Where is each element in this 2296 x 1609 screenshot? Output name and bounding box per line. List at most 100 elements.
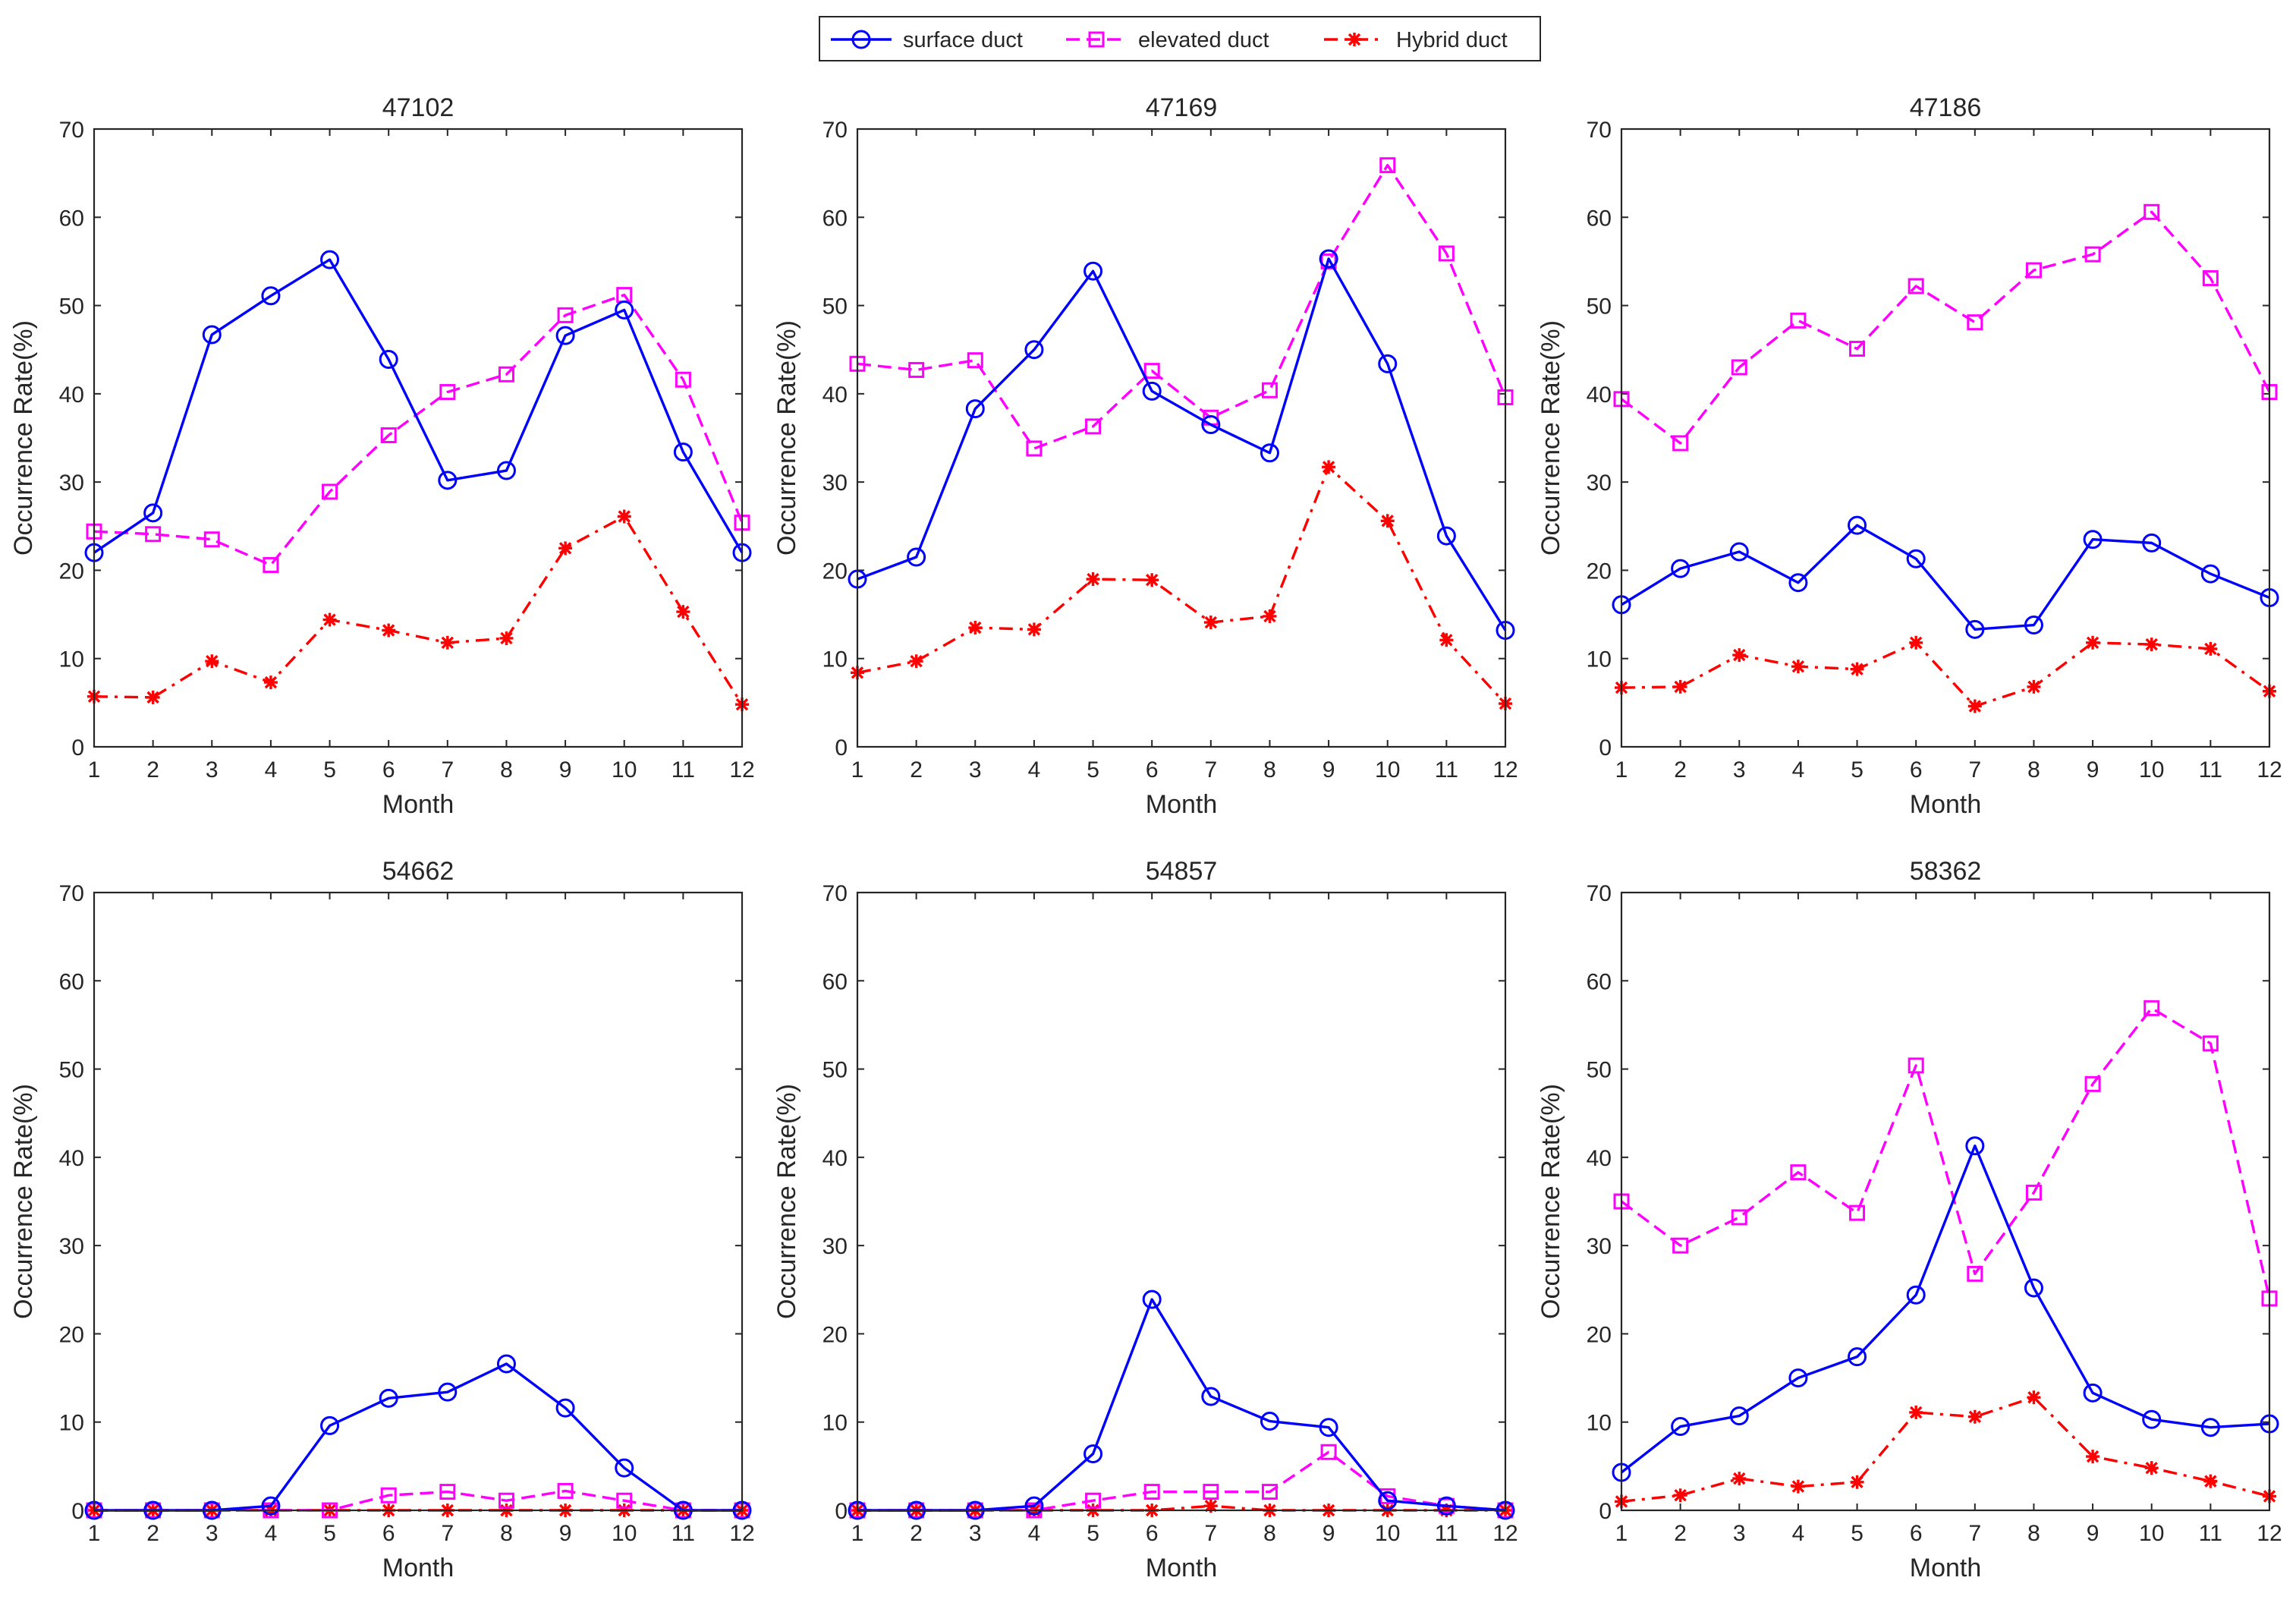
chart-58362-line-surface-duct (1620, 1145, 2270, 1474)
chart-47169-point-surface-duct-10 (1378, 354, 1398, 373)
chart-47169-point-elevated-duct-2 (908, 361, 925, 378)
chart-58362-point-hybrid-duct-10 (2144, 1461, 2159, 1475)
chart-54662-point-surface-duct-7 (438, 1382, 458, 1402)
chart-47102-point-hybrid-duct-2 (146, 690, 160, 704)
chart-47186-point-elevated-duct-9 (2084, 246, 2101, 263)
chart-47186-point-surface-duct-7 (1965, 619, 1985, 639)
chart-58362-xtick-label-2: 2 (1674, 1521, 1687, 1546)
chart-54857-point-elevated-duct-5 (1085, 1492, 1102, 1509)
chart-54857-point-surface-duct-8 (1260, 1412, 1279, 1431)
chart-47186-ylabel: Occurrence Rate(%) (1536, 320, 1565, 556)
chart-47186-ytick-label-70: 70 (1587, 118, 1612, 143)
chart-47102-xtick-label-9: 9 (559, 757, 572, 782)
chart-58362-xtick-label-12: 12 (2257, 1521, 2282, 1546)
chart-47102-title: 47102 (382, 93, 454, 122)
chart-47186-point-elevated-duct-7 (1967, 314, 1983, 331)
chart-58362-xtick-label-10: 10 (2139, 1521, 2164, 1546)
chart-47186-point-elevated-duct-3 (1731, 359, 1747, 376)
chart-54662-point-elevated-duct-10 (616, 1492, 633, 1509)
chart-54662-xtick-label-10: 10 (612, 1521, 637, 1546)
chart-54857-xtick-label-12: 12 (1492, 1521, 1518, 1546)
chart-47102-series-elevated-duct (86, 287, 750, 573)
chart-47169-point-elevated-duct-6 (1143, 363, 1160, 379)
chart-47102-point-surface-duct-4 (261, 286, 281, 306)
chart-47186-point-surface-duct-11 (2200, 564, 2220, 584)
chart-47186-point-hybrid-duct-11 (2203, 641, 2218, 656)
chart-47186-point-elevated-duct-10 (2143, 203, 2160, 220)
chart-54857-ytick-label-20: 20 (822, 1322, 848, 1347)
chart-54857-ytick-label-70: 70 (822, 881, 848, 906)
chart-54857-point-surface-duct-6 (1142, 1289, 1162, 1309)
chart-47102-point-elevated-duct-4 (263, 556, 279, 573)
legend-box (819, 16, 1541, 61)
chart-47102-point-surface-duct-10 (615, 300, 634, 320)
chart-47102-point-elevated-duct-8 (498, 366, 514, 383)
chart-47102-point-hybrid-duct-7 (440, 635, 454, 650)
chart-47169-frame (856, 128, 1507, 748)
chart-54662-xlabel: Month (382, 1554, 454, 1582)
chart-47102-xtick-label-2: 2 (146, 757, 159, 782)
chart-54857-ytick-label-50: 50 (822, 1058, 848, 1083)
chart-47186-frame (1620, 128, 2271, 748)
chart-54857-xtick-label-10: 10 (1375, 1521, 1400, 1546)
chart-47102-point-elevated-duct-2 (145, 526, 162, 543)
chart-47169-ylabel: Occurrence Rate(%) (772, 320, 801, 556)
chart-47102-point-elevated-duct-5 (322, 483, 338, 500)
chart-47169-ytick-label-50: 50 (822, 294, 848, 320)
chart-58362-point-surface-duct-8 (2024, 1278, 2043, 1298)
chart-58362-ytick-label-70: 70 (1587, 881, 1612, 906)
chart-47186-ytick-label-60: 60 (1587, 206, 1612, 231)
chart-58362-point-hybrid-duct-4 (1791, 1479, 1805, 1494)
chart-54662-xtick-label-1: 1 (88, 1521, 101, 1546)
chart-54857-plot-area (857, 893, 1505, 1510)
chart-47102-xtick-label-8: 8 (500, 757, 513, 782)
chart-54857-xtick-label-3: 3 (969, 1521, 982, 1546)
chart-47186-point-elevated-duct-8 (2025, 262, 2042, 279)
chart-47186-point-hybrid-duct-2 (1673, 679, 1687, 694)
chart-47102-xtick-label-4: 4 (265, 757, 278, 782)
chart-47102-ytick-label-50: 50 (59, 294, 84, 320)
chart-47186-plot-area (1621, 129, 2269, 747)
chart-47186-point-elevated-duct-5 (1849, 341, 1866, 357)
chart-47169-point-surface-duct-7 (1201, 415, 1221, 435)
chart-47186-title: 47186 (1910, 93, 1982, 122)
chart-54857-ytick-label-0: 0 (835, 1499, 848, 1524)
chart-47186-point-elevated-duct-11 (2202, 270, 2219, 287)
chart-54662-point-elevated-duct-8 (498, 1492, 514, 1509)
chart-47169-ytick-label-0: 0 (835, 735, 848, 760)
chart-47102-point-elevated-duct-7 (439, 384, 456, 401)
chart-47186-point-hybrid-duct-4 (1791, 660, 1805, 674)
chart-47102-xtick-label-6: 6 (382, 757, 395, 782)
chart-58362-xtick-label-6: 6 (1910, 1521, 1923, 1546)
chart-54857-xtick-label-8: 8 (1263, 1521, 1276, 1546)
chart-54857-ytick-label-60: 60 (822, 969, 848, 994)
chart-47102-ytick-label-0: 0 (71, 735, 84, 760)
chart-47102-ytick-label-70: 70 (59, 118, 84, 143)
chart-47186-series-elevated-duct (1613, 203, 2278, 452)
chart-58362-point-elevated-duct-6 (1908, 1057, 1924, 1074)
chart-47102-frame (93, 128, 744, 748)
chart-54857-xtick-label-5: 5 (1087, 1521, 1099, 1546)
chart-47186-line-elevated-duct (1620, 210, 2271, 445)
chart-47169-point-hybrid-duct-2 (909, 654, 923, 669)
chart-54857-xtick-label-9: 9 (1323, 1521, 1335, 1546)
chart-58362-ytick-label-60: 60 (1587, 969, 1612, 994)
chart-47169-point-elevated-duct-8 (1261, 382, 1278, 398)
chart-58362-point-elevated-duct-7 (1967, 1265, 1983, 1282)
chart-47169-xtick-label-11: 11 (1435, 757, 1458, 782)
chart-47186-xtick-label-2: 2 (1674, 757, 1687, 782)
chart-54857-frame (856, 891, 1507, 1512)
chart-54857-ylabel: Occurrence Rate(%) (772, 1084, 801, 1319)
chart-47169-xtick-label-6: 6 (1146, 757, 1159, 782)
chart-47169-xtick-label-7: 7 (1204, 757, 1217, 782)
chart-47169-xtick-label-1: 1 (851, 757, 864, 782)
chart-54662-point-surface-duct-8 (496, 1354, 516, 1374)
chart-54662-series-surface-duct (84, 1354, 752, 1520)
chart-58362-xtick-label-7: 7 (1968, 1521, 1981, 1546)
chart-47186-point-hybrid-duct-10 (2144, 638, 2159, 652)
legend-marker-surface-duct (851, 30, 871, 49)
chart-58362-ytick-label-30: 30 (1587, 1234, 1612, 1259)
chart-54857-title: 54857 (1146, 857, 1218, 886)
